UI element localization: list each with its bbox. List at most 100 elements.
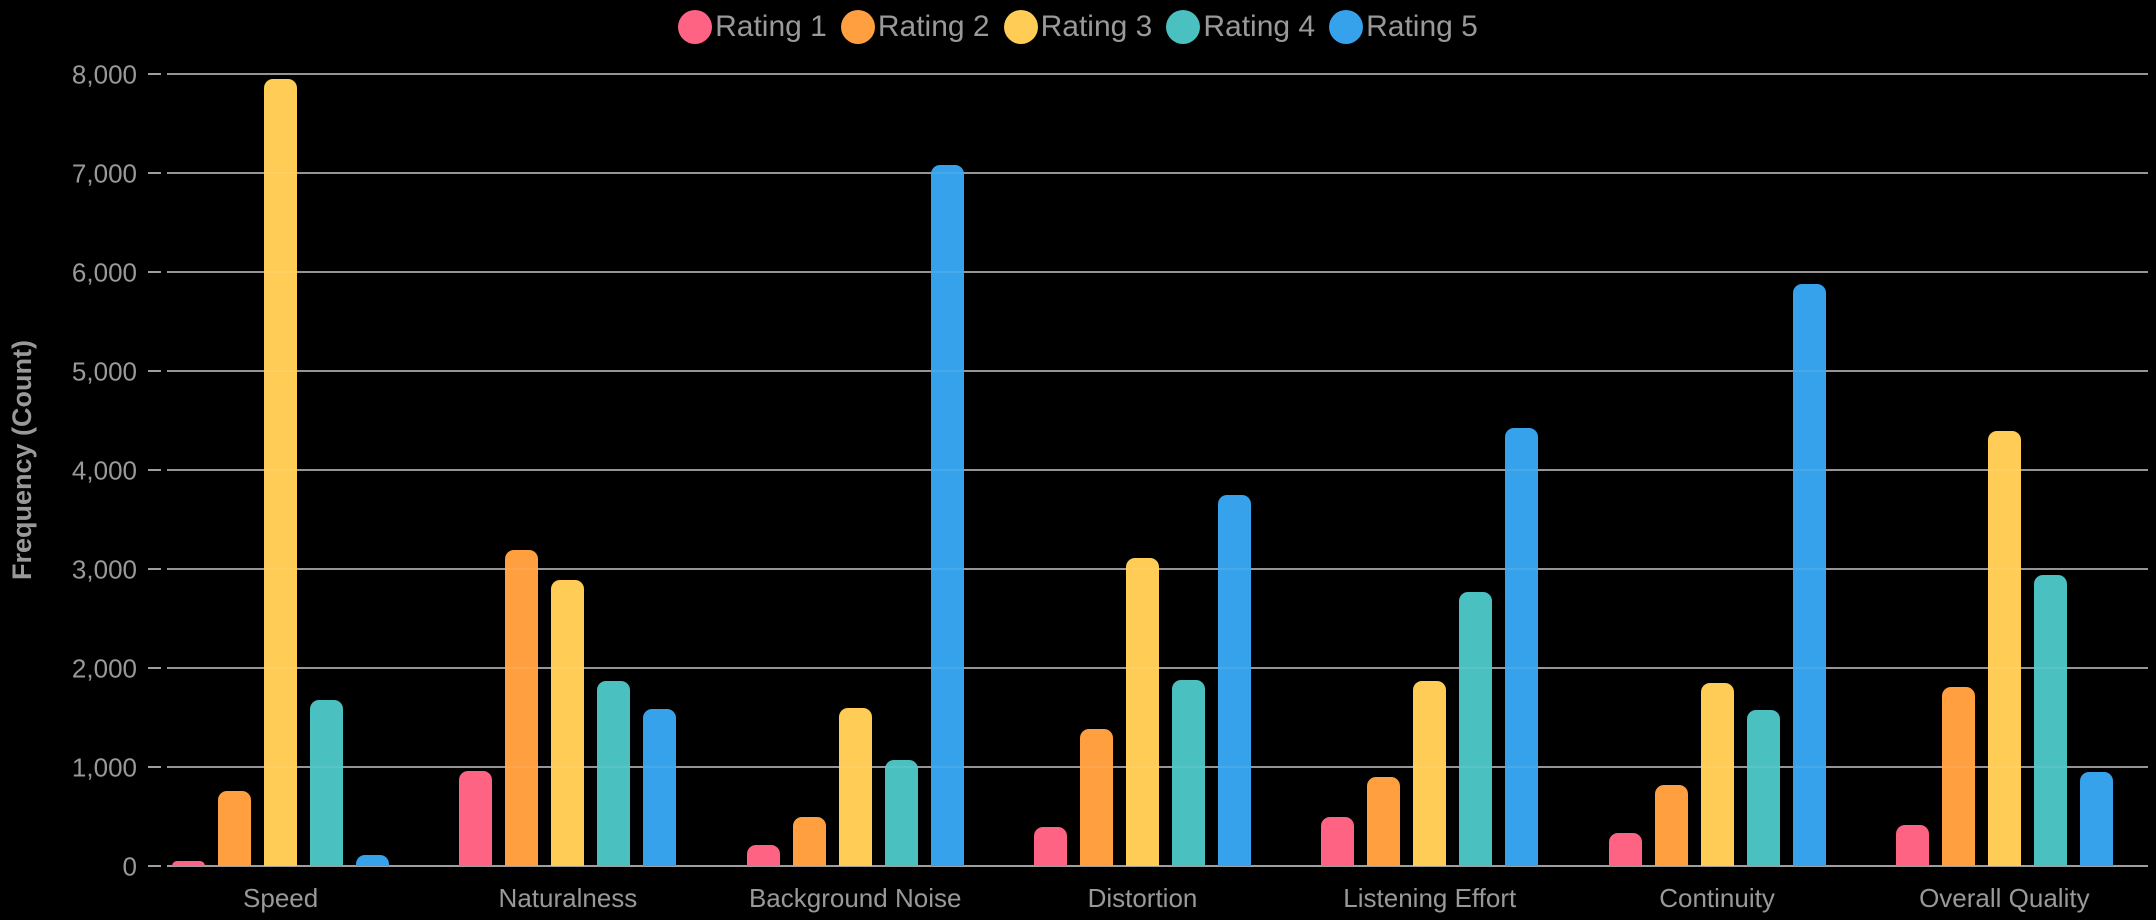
gridline-overlay (167, 370, 2148, 372)
bar-rating-4 (1459, 591, 1493, 866)
bar-rating-2 (1941, 686, 1975, 866)
bar-rating-1 (746, 845, 780, 866)
legend-circle-icon (1329, 10, 1364, 44)
y-tick-label: 2,000 (71, 653, 137, 684)
y-tick-label: 8,000 (71, 59, 137, 90)
bar-rating-3 (1125, 558, 1159, 866)
y-axis-tick (148, 172, 161, 174)
bar-rating-3 (551, 579, 585, 866)
bar-rating-2 (1367, 776, 1401, 866)
bar-group-naturalness (424, 74, 711, 866)
gridline-overlay (167, 172, 2148, 174)
legend-circle-icon (678, 10, 713, 44)
y-axis-tick (148, 766, 161, 768)
y-tick-label: 4,000 (71, 455, 137, 486)
bar-rating-3 (1700, 682, 1734, 866)
bar-rating-4 (884, 760, 918, 866)
y-axis-tick (148, 865, 161, 867)
y-axis-tick (148, 73, 161, 75)
legend-label: Rating 5 (1366, 10, 1478, 43)
bar-rating-3 (264, 78, 298, 866)
bar-rating-4 (310, 699, 344, 866)
y-tick-label: 5,000 (71, 356, 137, 387)
legend-item-rating-4[interactable]: Rating 4 (1166, 10, 1315, 44)
legend-label: Rating 1 (715, 10, 827, 43)
bar-rating-2 (218, 790, 252, 866)
bar-rating-1 (1895, 825, 1929, 866)
gridline-overlay (167, 667, 2148, 669)
bar-rating-5 (643, 708, 677, 866)
y-axis-title: Frequency (Count) (7, 340, 37, 580)
x-tick-label: Distortion (1087, 883, 1198, 913)
bar-rating-1 (172, 861, 206, 866)
y-tick-label: 6,000 (71, 257, 137, 288)
gridline: 8,000 (72, 60, 2148, 90)
chart-legend: Rating 1 Rating 2 Rating 3 Rating 4 Rating 5 (0, 10, 2156, 44)
bar-rating-5 (1505, 428, 1539, 866)
legend-circle-icon (1003, 10, 1038, 44)
bar-rating-3 (1413, 680, 1447, 866)
bar-group-listening-effort (1286, 74, 1573, 866)
legend-label: Rating 3 (1040, 10, 1153, 43)
gridline: 4,000 (72, 456, 2148, 486)
y-axis-tick (148, 370, 161, 372)
legend-label: Rating 2 (877, 10, 990, 43)
bar-rating-5 (356, 855, 390, 866)
y-axis-tick (148, 271, 161, 273)
legend-item-rating-5[interactable]: Rating 5 (1329, 10, 1478, 44)
plot-area: 8,000 7,000 6,000 5,000 4,000 3,000 2,000 1,000… (72, 60, 2148, 882)
bar-group-background-noise (712, 74, 999, 866)
y-tick-label: 3,000 (71, 554, 137, 585)
y-tick-label: 1,000 (71, 752, 137, 783)
bar-rating-5 (1217, 494, 1251, 866)
bar-rating-4 (2033, 574, 2067, 866)
bar-group-continuity (1573, 74, 1860, 866)
gridline-overlay (167, 73, 2148, 75)
gridline-overlay (167, 271, 2148, 273)
bar-rating-5 (1792, 283, 1826, 866)
y-tick-label: 7,000 (71, 158, 137, 189)
y-tick-label: 0 (122, 851, 137, 882)
x-tick-label: Speed (243, 883, 319, 913)
x-tick-label: Continuity (1659, 883, 1775, 913)
legend-circle-icon (840, 10, 875, 44)
bar-group-distortion (999, 74, 1286, 866)
bar-rating-5 (2079, 771, 2113, 866)
bar-rating-2 (792, 816, 826, 866)
bar-groups (137, 74, 2148, 866)
bar-group-overall-quality (1861, 74, 2148, 866)
gridline: 6,000 (72, 258, 2148, 288)
legend-label: Rating 4 (1203, 10, 1316, 43)
legend-item-rating-2[interactable]: Rating 2 (840, 10, 990, 44)
bar-rating-2 (1079, 729, 1113, 866)
bar-rating-2 (505, 550, 539, 866)
gridline: 5,000 (72, 357, 2148, 387)
gridline: 7,000 (72, 159, 2148, 189)
bar-rating-4 (597, 680, 631, 866)
bar-rating-4 (1746, 709, 1780, 866)
gridline-overlay (167, 766, 2148, 768)
gridline-overlay (167, 469, 2148, 471)
gridline-overlay (167, 568, 2148, 570)
legend-item-rating-1[interactable]: Rating 1 (678, 10, 827, 44)
bar-rating-1 (459, 770, 493, 866)
x-axis-line: 0 (123, 852, 2148, 882)
bar-rating-4 (1171, 679, 1205, 866)
bar-group-speed (137, 74, 424, 866)
x-tick-label: Listening Effort (1343, 883, 1517, 913)
bar-rating-1 (1608, 833, 1642, 866)
y-axis-tick (148, 568, 161, 570)
y-axis-tick (148, 667, 161, 669)
bar-rating-3 (838, 707, 872, 866)
x-tick-label: Overall Quality (1919, 883, 2090, 913)
x-axis-labels: Speed Naturalness Background Noise Distorti… (137, 883, 2148, 914)
bar-rating-1 (1321, 816, 1355, 866)
bar-rating-3 (1987, 431, 2021, 866)
x-tick-label: Naturalness (498, 883, 638, 913)
bar-rating-1 (1033, 827, 1067, 866)
legend-item-rating-3[interactable]: Rating 3 (1003, 10, 1153, 44)
bar-rating-5 (930, 165, 964, 866)
x-tick-label: Background Noise (748, 883, 962, 913)
y-axis-tick (148, 469, 161, 471)
